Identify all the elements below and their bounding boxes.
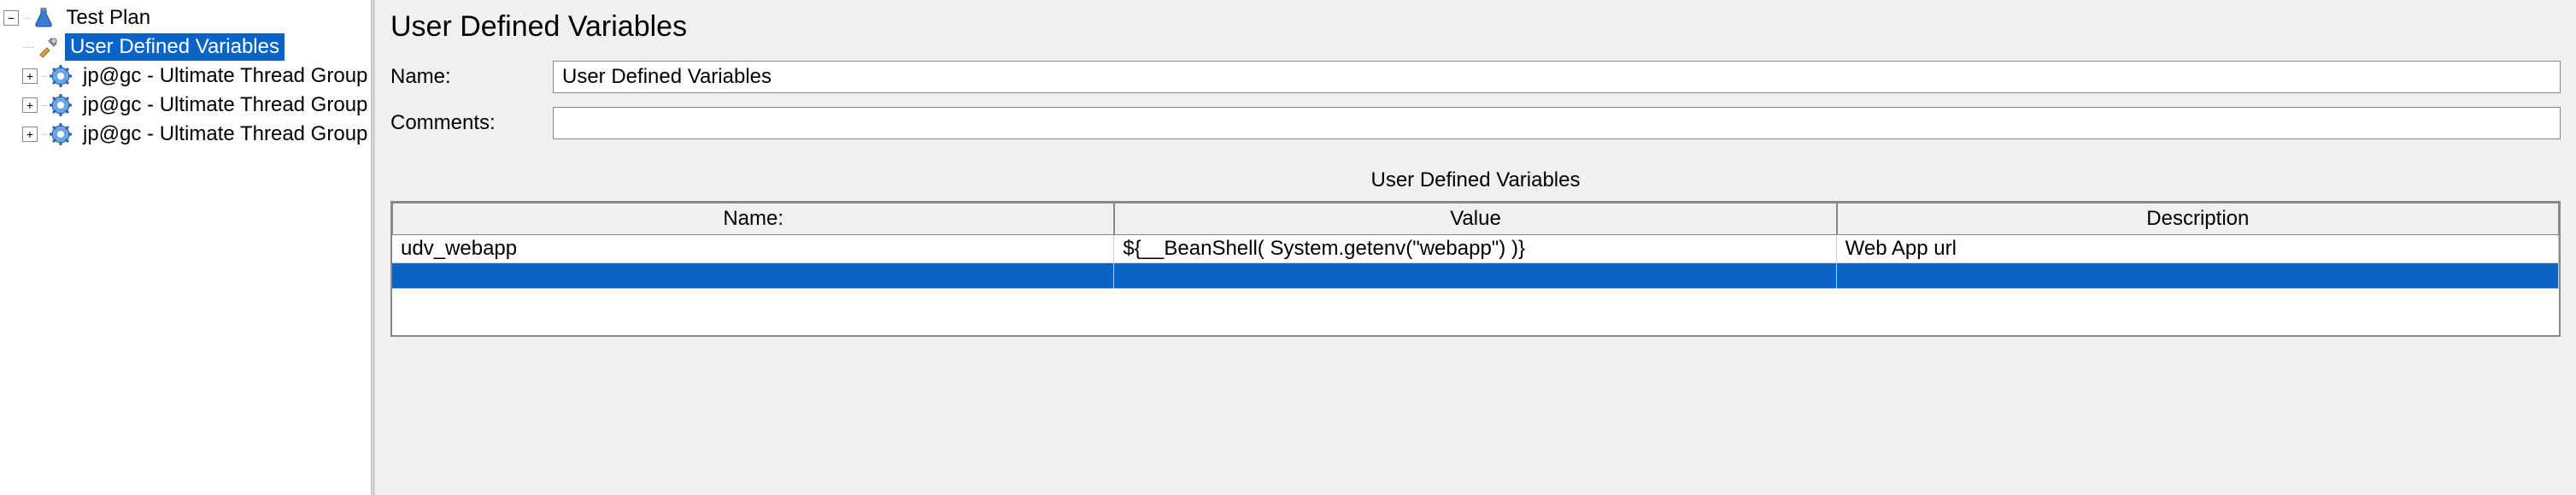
cell-description[interactable] bbox=[1837, 263, 2559, 289]
cell-name[interactable] bbox=[392, 263, 1114, 289]
cell-value[interactable] bbox=[1114, 263, 1836, 289]
expand-icon[interactable]: + bbox=[22, 97, 38, 113]
tree-item-label[interactable]: User Defined Variables bbox=[65, 33, 285, 61]
variables-table: Name: Value Description udv_webapp ${__B… bbox=[390, 201, 2561, 337]
table-header-row: Name: Value Description bbox=[392, 203, 2559, 235]
cell-name[interactable]: udv_webapp bbox=[392, 235, 1114, 263]
tree-connector: ··· bbox=[41, 72, 47, 81]
tools-icon bbox=[36, 35, 60, 59]
column-header-name[interactable]: Name: bbox=[392, 203, 1114, 235]
cell-value[interactable]: ${__BeanShell( System.getenv("webapp") )… bbox=[1114, 235, 1836, 263]
table-row[interactable]: udv_webapp ${__BeanShell( System.getenv(… bbox=[392, 235, 2559, 263]
tree-connector: ······ bbox=[22, 43, 34, 52]
expand-icon[interactable]: + bbox=[22, 68, 38, 84]
comments-row: Comments: bbox=[390, 107, 2561, 139]
table-title: User Defined Variables bbox=[390, 168, 2561, 192]
tree-connector: ··· bbox=[41, 130, 47, 139]
name-input[interactable] bbox=[553, 61, 2561, 93]
name-row: Name: bbox=[390, 61, 2561, 93]
tree-node-thread-group[interactable]: + ··· jp@gc - Ultimate Thread Group bbox=[3, 120, 371, 149]
gear-icon bbox=[49, 64, 73, 88]
flask-icon bbox=[32, 6, 56, 30]
tree-node-root[interactable]: − ···· Test Plan bbox=[3, 3, 371, 32]
collapse-icon[interactable]: − bbox=[3, 10, 19, 26]
tree-connector: ···· bbox=[22, 14, 30, 23]
column-header-value[interactable]: Value bbox=[1114, 203, 1836, 235]
tree-node-thread-group[interactable]: + ··· jp@gc - Ultimate Thread Group bbox=[3, 91, 371, 120]
column-header-description[interactable]: Description bbox=[1837, 203, 2559, 235]
tree-panel: − ···· Test Plan ······ User Defined Var… bbox=[0, 0, 372, 495]
table-empty-area[interactable] bbox=[392, 289, 2559, 335]
cell-description[interactable]: Web App url bbox=[1837, 235, 2559, 263]
table-row-selected[interactable] bbox=[392, 263, 2559, 289]
comments-input[interactable] bbox=[553, 107, 2561, 139]
tree-item-label[interactable]: jp@gc - Ultimate Thread Group bbox=[78, 62, 373, 90]
tree-item-label[interactable]: jp@gc - Ultimate Thread Group bbox=[78, 121, 373, 148]
tree-node-thread-group[interactable]: + ··· jp@gc - Ultimate Thread Group bbox=[3, 62, 371, 91]
expand-icon[interactable]: + bbox=[22, 127, 38, 142]
tree-connector: ··· bbox=[41, 101, 47, 110]
tree-root-label[interactable]: Test Plan bbox=[61, 4, 155, 32]
gear-icon bbox=[49, 93, 73, 117]
gear-icon bbox=[49, 122, 73, 146]
content-panel: User Defined Variables Name: Comments: U… bbox=[372, 0, 2576, 495]
name-label: Name: bbox=[390, 65, 553, 89]
comments-label: Comments: bbox=[390, 111, 553, 135]
panel-title: User Defined Variables bbox=[390, 10, 2561, 44]
tree-item-label[interactable]: jp@gc - Ultimate Thread Group bbox=[78, 91, 373, 119]
tree-node-udv[interactable]: ······ User Defined Variables bbox=[3, 32, 371, 62]
